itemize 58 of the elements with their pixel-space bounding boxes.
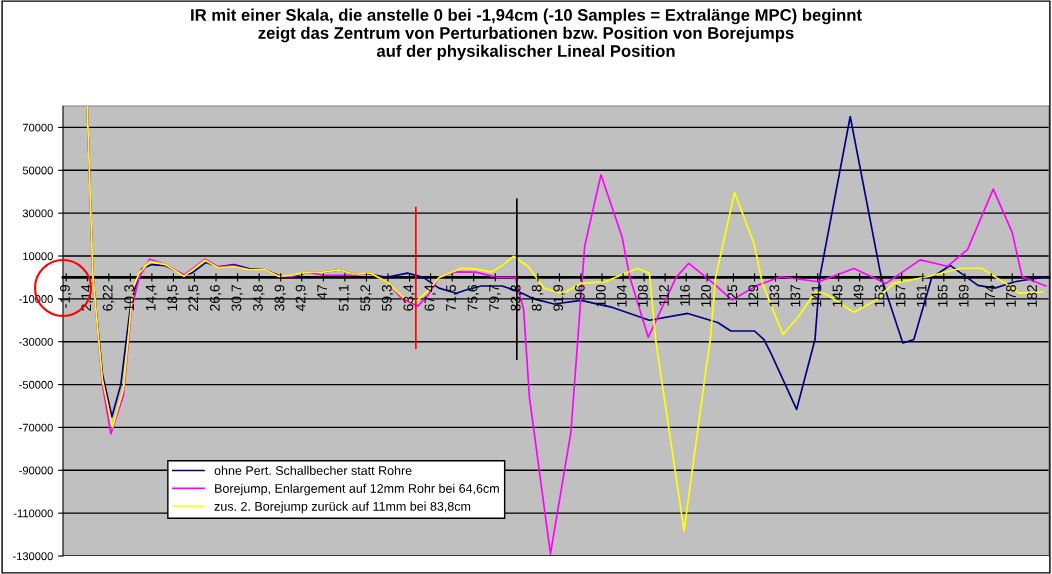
- y-tick-label: -130000: [13, 552, 53, 561]
- y-tick-label: -70000: [19, 423, 53, 432]
- legend-label: Borejump, Enlargement auf 12mm Rohr bei 64,6cm: [215, 483, 499, 496]
- x-tick-label: 87,8: [531, 284, 544, 311]
- x-tick-label: 145: [832, 284, 843, 307]
- x-tick-label: 104: [616, 284, 627, 307]
- x-tick-label: 79,7: [489, 285, 501, 311]
- x-tick-label: 26,6: [209, 284, 222, 311]
- x-tick-label: 133: [769, 284, 780, 307]
- x-tick-label: 6,22: [102, 285, 115, 311]
- x-tick-label: 30,7: [231, 285, 243, 311]
- x-tick-label: 75,6: [467, 284, 480, 311]
- x-tick-label: 141: [811, 285, 822, 307]
- legend-label: zus. 2. Borejump zurück auf 11mm bei 83,8cm: [214, 501, 471, 514]
- x-tick-label: 100: [595, 284, 606, 307]
- x-tick-label: 153: [874, 284, 885, 307]
- x-tick-label: 120: [701, 284, 711, 307]
- x-tick-label: 125: [727, 284, 738, 307]
- x-tick-label: 34,8: [253, 284, 265, 311]
- x-tick-label: 10,3: [124, 284, 136, 311]
- x-tick-label: 42,9: [295, 285, 308, 312]
- y-tick-label: -90000: [19, 466, 53, 475]
- x-tick-label: 55,2: [360, 285, 372, 311]
- x-tick-label: 96: [574, 284, 585, 300]
- y-tick-label: 50000: [22, 166, 53, 175]
- x-tick-label: 169: [958, 285, 969, 307]
- x-tick-label: 149: [853, 285, 864, 307]
- x-tick-label: 22,5: [188, 284, 200, 311]
- x-tick-label: 174: [985, 284, 995, 307]
- x-tick-label: 67,4: [424, 284, 436, 311]
- x-tick-label: 137: [790, 285, 801, 307]
- x-tick-label: -1,9: [60, 285, 72, 308]
- x-tick-label: 161: [916, 285, 927, 307]
- x-tick-label: 165: [937, 284, 948, 307]
- x-tick-label: 51,1: [338, 285, 351, 311]
- y-tick-label: -50000: [19, 380, 53, 389]
- x-tick-label: 63,4: [403, 284, 415, 311]
- x-tick-label: 91,9: [553, 285, 565, 311]
- legend-label: ohne Pert. Schallbecher statt Rohre: [214, 465, 412, 475]
- x-tick-label: 59,3: [381, 284, 394, 311]
- x-tick-label: 47: [317, 285, 327, 300]
- x-tick-label: 71,5: [446, 284, 458, 311]
- y-tick-label: 10000: [23, 252, 53, 261]
- x-tick-label: 182: [1027, 285, 1037, 307]
- x-tick-label: 14,4: [145, 284, 158, 311]
- x-tick-label: 112: [659, 285, 669, 306]
- y-tick-label: -110000: [13, 509, 53, 518]
- y-tick-label: -30000: [19, 337, 53, 346]
- y-tick-label: 70000: [22, 123, 53, 132]
- x-tick-label: 116: [680, 284, 690, 306]
- x-tick-label: 157: [895, 285, 906, 307]
- x-tick-label: 108: [637, 284, 648, 307]
- x-tick-label: 38,9: [274, 285, 287, 311]
- chart-title: IR mit einer Skala, die anstelle 0 bei -1,94cm (-10 Samples = Extralänge MPC) beginnt zeigt das Zentrum von Perturbationen bzw. Position von Borejumps auf der physikalischer Lineal Position: [191, 8, 862, 61]
- x-tick-label: 178: [1006, 284, 1016, 307]
- x-tick-label: 129: [748, 285, 759, 307]
- x-tick-label: 18,5: [167, 284, 179, 311]
- y-tick-label: 30000: [22, 209, 53, 218]
